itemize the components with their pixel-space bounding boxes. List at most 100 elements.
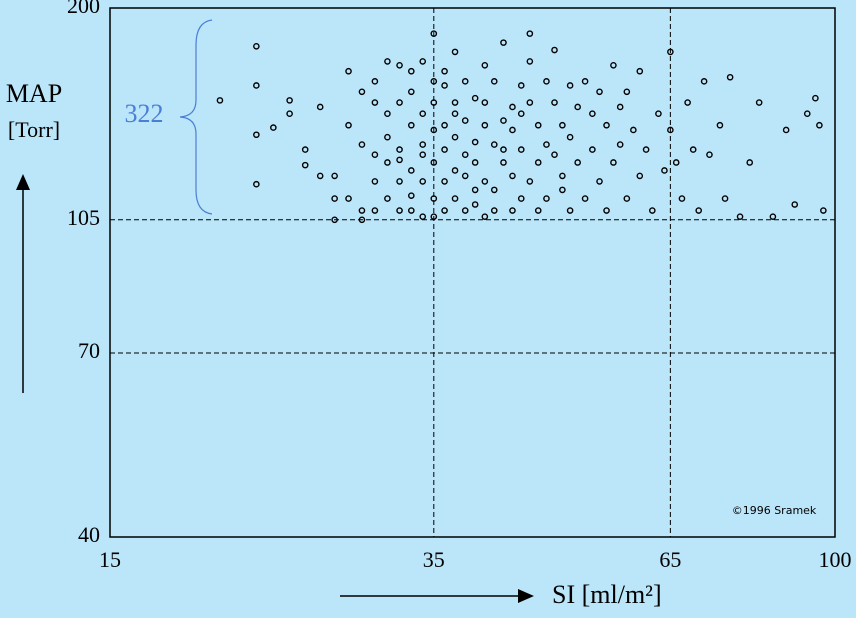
y-axis-label: MAP (6, 79, 62, 108)
data-point (408, 167, 415, 174)
data-point (566, 207, 574, 214)
data-point (509, 207, 516, 214)
data-point (384, 195, 391, 202)
data-point (610, 159, 617, 166)
x-tick-label: 100 (819, 547, 852, 572)
data-point (371, 99, 379, 106)
data-point (451, 133, 459, 141)
data-point (358, 88, 366, 96)
data-point (419, 178, 427, 185)
data-point (371, 178, 379, 185)
data-point (451, 195, 459, 202)
data-point (684, 99, 691, 106)
data-point (396, 62, 403, 69)
data-point (384, 58, 391, 65)
data-point (441, 82, 448, 89)
data-point (396, 156, 403, 164)
data-point (371, 207, 379, 214)
data-point (451, 48, 459, 56)
data-point (316, 103, 324, 111)
data-point (667, 126, 674, 134)
data-point (461, 151, 469, 158)
data-point (451, 99, 459, 106)
data-point (589, 110, 596, 118)
data-point (596, 88, 603, 96)
annotation: 322 (125, 99, 164, 128)
data-point (534, 121, 542, 129)
data-point (481, 121, 489, 129)
data-point (678, 195, 686, 202)
data-point (471, 159, 479, 166)
data-point (667, 48, 674, 56)
data-point (695, 207, 702, 214)
data-point (419, 58, 427, 65)
data-point (490, 78, 498, 85)
data-point (461, 207, 469, 214)
data-point (253, 82, 260, 89)
data-point (331, 216, 338, 224)
data-point (408, 88, 415, 96)
data-point (517, 146, 525, 153)
data-point (596, 178, 603, 185)
data-point (345, 121, 352, 129)
data-point (316, 172, 324, 180)
data-point (419, 213, 427, 220)
data-point (509, 126, 516, 134)
data-point (286, 97, 293, 104)
data-point (371, 151, 379, 158)
data-point (791, 201, 799, 208)
data-point (803, 110, 811, 118)
data-point (551, 99, 558, 106)
data-point (481, 178, 489, 185)
data-point (736, 213, 744, 220)
data-point (820, 207, 827, 214)
data-point (559, 186, 566, 194)
data-point (253, 180, 260, 188)
data-point (581, 195, 589, 202)
data-point (490, 207, 498, 214)
data-point (551, 151, 558, 158)
data-point (441, 121, 448, 129)
data-point (574, 103, 581, 111)
data-point (490, 186, 498, 194)
data-point (384, 159, 391, 166)
data-point (358, 216, 366, 224)
data-point (481, 62, 489, 69)
data-point (441, 207, 448, 214)
y-axis-unit: [Torr] (8, 117, 60, 142)
data-point (345, 195, 352, 202)
data-point (408, 207, 415, 214)
data-point (358, 141, 366, 148)
y-tick-label: 40 (78, 522, 100, 547)
data-point (526, 58, 534, 65)
data-point (700, 78, 708, 85)
data-point (816, 121, 823, 129)
y-tick-label: 200 (67, 0, 100, 18)
data-point (396, 99, 403, 106)
data-point (526, 178, 534, 185)
data-point (610, 62, 617, 69)
x-tick-label: 35 (423, 547, 445, 572)
data-point (270, 124, 277, 131)
data-point (603, 121, 610, 129)
data-point (559, 121, 566, 129)
data-point (408, 192, 415, 199)
data-point (706, 151, 713, 158)
data-point (661, 167, 668, 174)
data-point (430, 30, 438, 37)
data-point (623, 88, 631, 96)
data-point (812, 94, 819, 102)
data-point (500, 146, 507, 153)
data-point (782, 126, 790, 134)
annotation-brace (179, 19, 213, 215)
data-point (419, 110, 427, 118)
y-arrow-head (16, 174, 30, 190)
data-point (384, 133, 391, 141)
data-point (517, 82, 525, 89)
data-point (471, 94, 479, 102)
data-point (526, 30, 534, 37)
data-point (490, 141, 498, 148)
data-point (517, 195, 525, 202)
data-point (396, 146, 403, 153)
